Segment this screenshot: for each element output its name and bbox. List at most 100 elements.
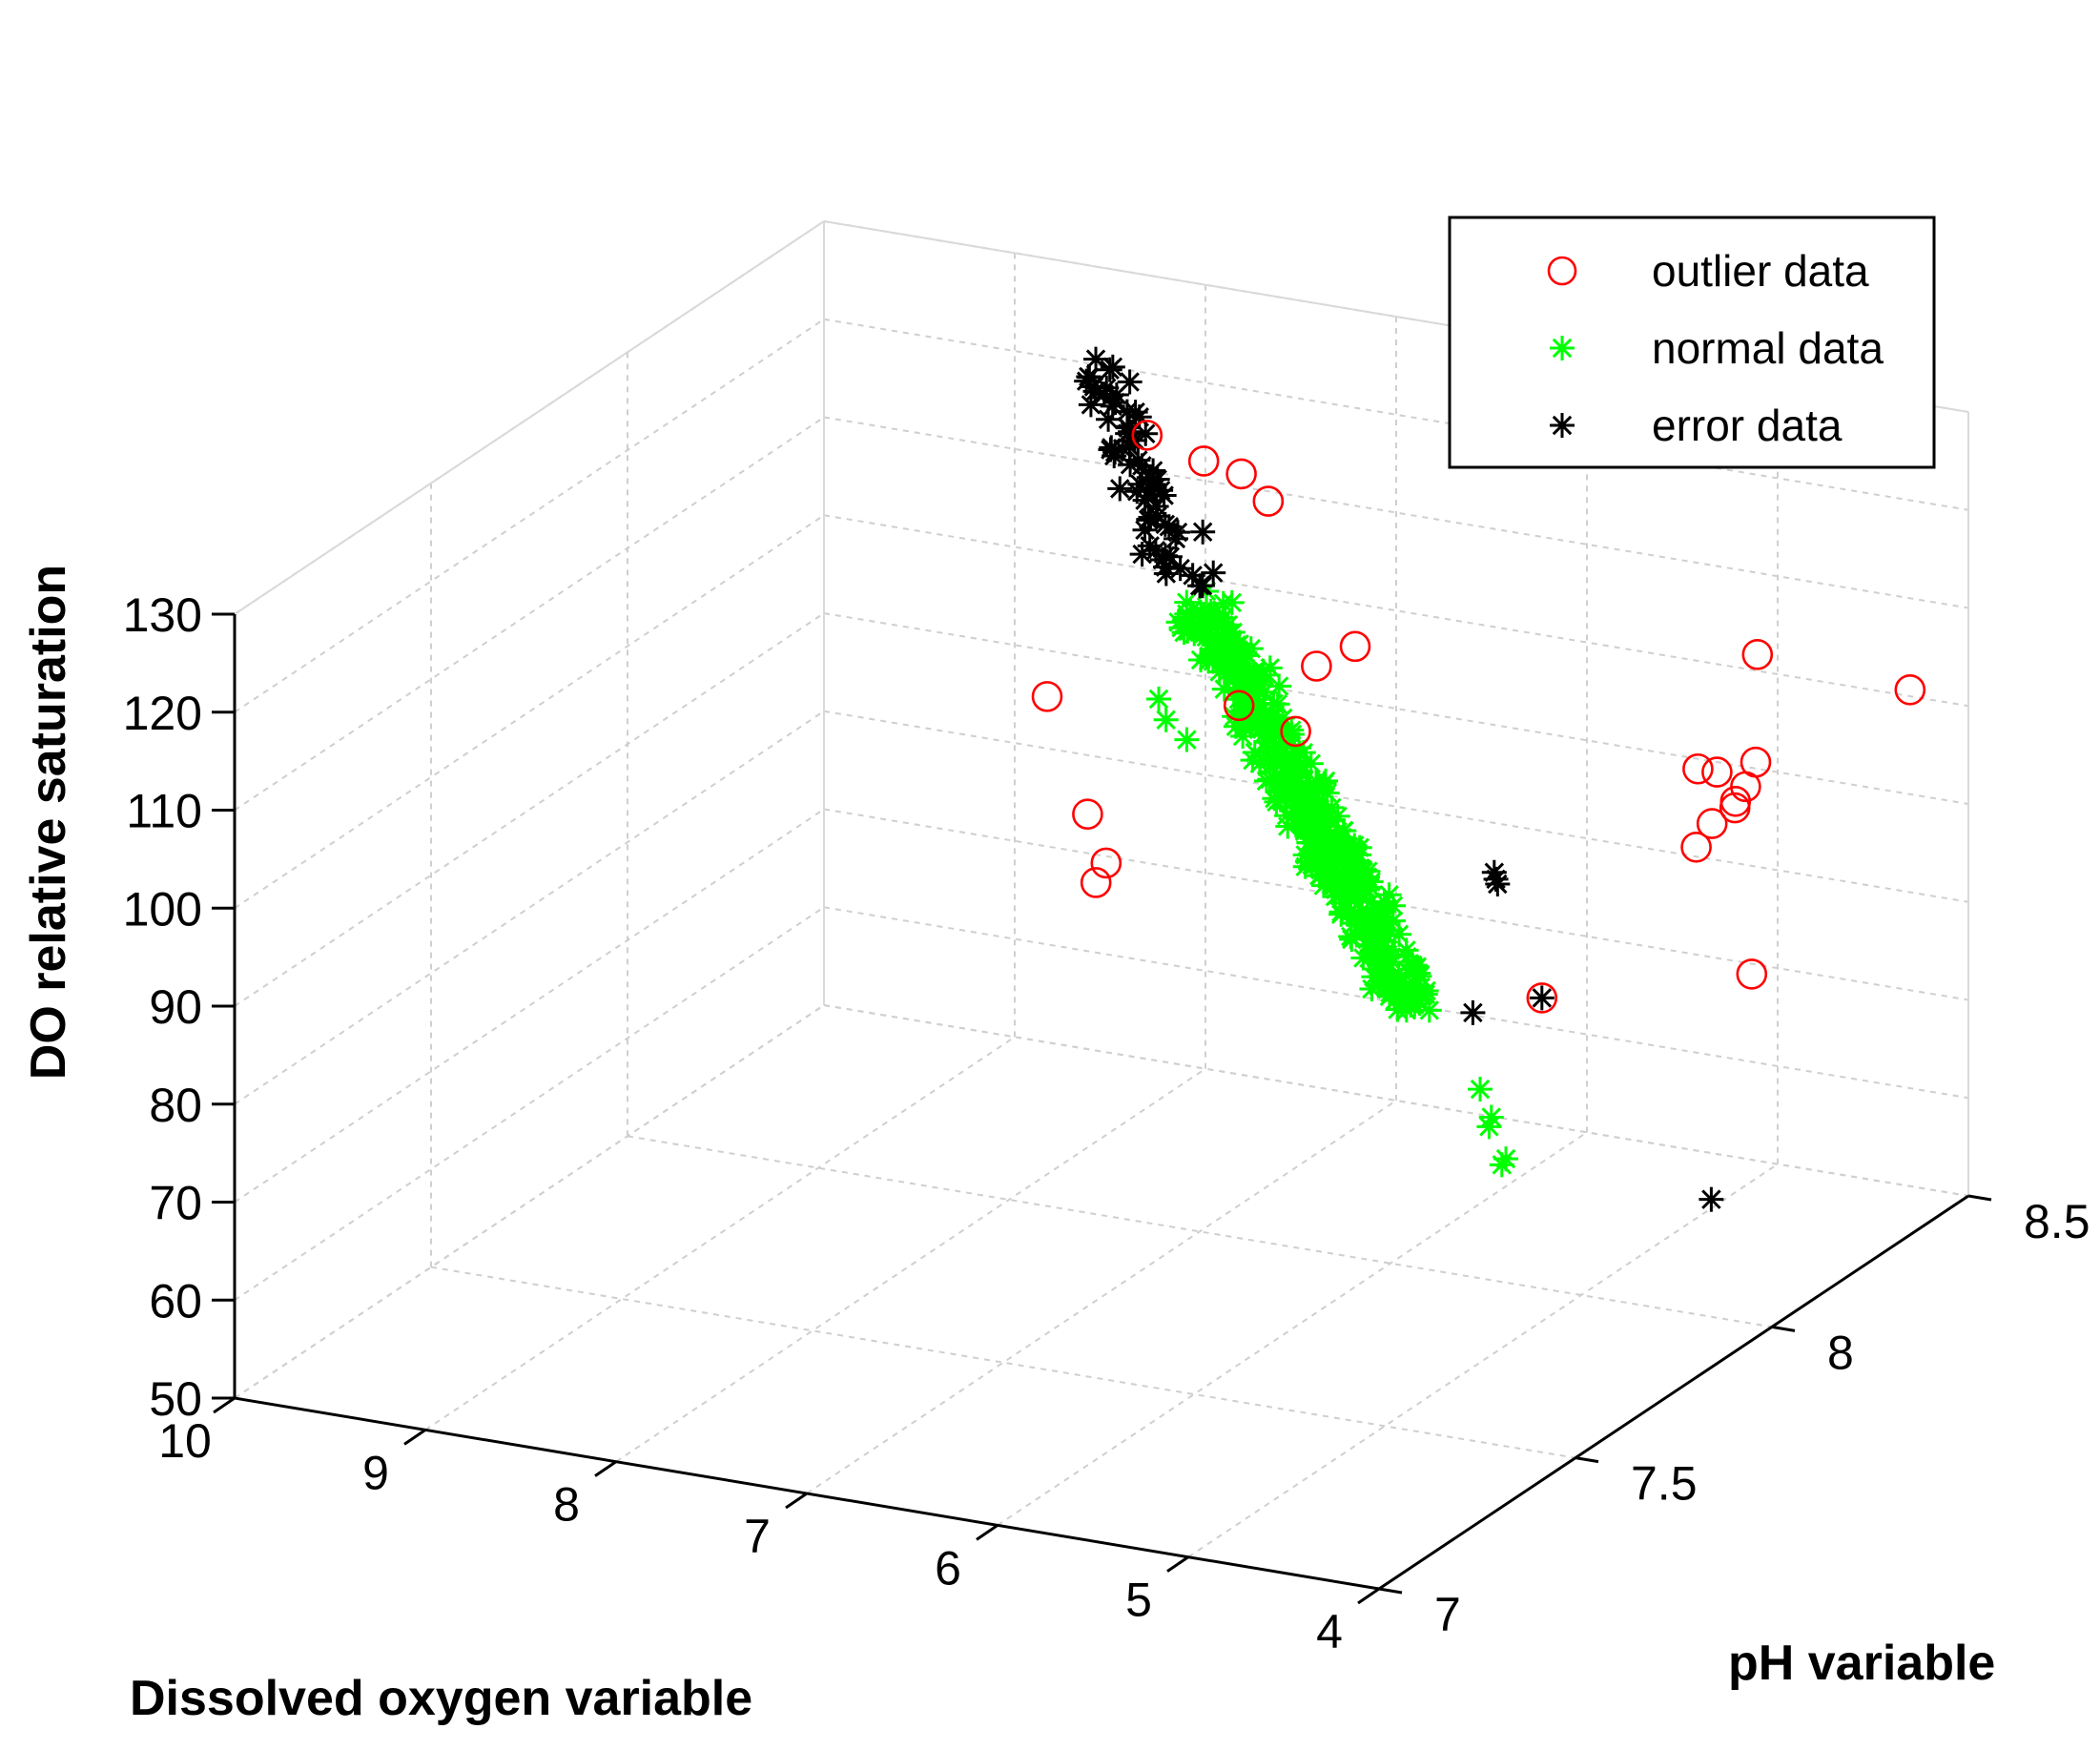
z-tick-label: 80	[149, 1079, 202, 1132]
x-tick-label: 8	[553, 1478, 580, 1532]
outlier-data-point	[1072, 798, 1103, 831]
floor-gridline	[627, 1135, 1773, 1328]
floor-gridline	[1187, 1163, 1779, 1558]
floor-gridline	[997, 1131, 1588, 1527]
outlier-data-point	[1223, 690, 1255, 722]
error-data-point	[1136, 506, 1162, 532]
normal-data-point	[1342, 904, 1368, 930]
x-axis-label: Dissolved oxygen variable	[130, 1671, 752, 1726]
error-data-point	[1125, 447, 1151, 473]
error-data-point	[1460, 999, 1486, 1025]
back-wall-gridline	[823, 612, 1969, 805]
y-axis-line	[1378, 1194, 1969, 1591]
x-tick-label: 5	[1125, 1574, 1152, 1627]
legend-label-outlier-data: outlier data	[1652, 246, 1869, 296]
outlier-data-point	[1719, 792, 1751, 824]
normal-data-point	[1384, 969, 1410, 995]
normal-data-point	[1257, 767, 1283, 793]
points-layer	[1031, 346, 1926, 1212]
outlier-data-point	[1736, 958, 1768, 990]
y-axis-label: pH variable	[1728, 1636, 1995, 1691]
normal-data-point	[1370, 942, 1396, 968]
normal-data-point	[1476, 1114, 1502, 1140]
error-data-point	[1107, 476, 1133, 502]
error-data-point	[1529, 985, 1554, 1011]
error-data-point	[1180, 563, 1205, 588]
axes-layer: 10 9 8 7 6 5 4 7 7.5 8 8.5 50 60 70 80 90 100 110 120 130	[123, 588, 2090, 1658]
normal-data-point	[1211, 651, 1237, 677]
floor-gridline	[430, 1266, 1576, 1459]
error-data-point	[1152, 511, 1178, 537]
normal-data-point	[1153, 707, 1179, 732]
normal-data-point	[1489, 1152, 1514, 1178]
normal-data-point	[1381, 893, 1407, 918]
y-tick-label: 8	[1827, 1326, 1854, 1379]
x-tick-mark	[785, 1492, 808, 1510]
x-tick-label: 9	[362, 1446, 389, 1499]
side-wall-gridline	[234, 808, 825, 1204]
x-tick-label: 10	[158, 1414, 212, 1468]
z-tick-label: 70	[149, 1177, 202, 1230]
error-data-point	[1137, 533, 1163, 559]
y-tick-label: 7.5	[1631, 1457, 1698, 1511]
error-data-point	[1151, 483, 1177, 508]
outlier-data-point	[1090, 847, 1122, 879]
outlier-data-point	[1187, 445, 1220, 477]
z-tick-label: 60	[149, 1274, 202, 1328]
back-wall-gridline	[823, 906, 1969, 1100]
back-wall-gridline	[823, 514, 1969, 708]
normal-data-point	[1319, 871, 1345, 896]
x-tick-label: 4	[1316, 1605, 1343, 1658]
normal-data-point	[1232, 640, 1258, 666]
error-data-point	[1699, 1186, 1724, 1212]
side-wall-gridline	[234, 906, 825, 1302]
normal-data-point	[1406, 960, 1431, 986]
normal-data-point	[1210, 590, 1236, 616]
back-wall-gridline	[823, 318, 1969, 511]
normal-data-point	[1468, 1077, 1493, 1102]
back-wall-gridline	[823, 1004, 1969, 1197]
normal-data-point	[1294, 782, 1320, 808]
normal-data-point	[1190, 605, 1216, 630]
legend-label-normal-data: normal data	[1652, 323, 1884, 373]
normal-data-point	[1233, 674, 1259, 700]
z-tick-label: 120	[123, 687, 202, 740]
legend-marker-normal-data	[1550, 336, 1575, 360]
legend: outlier data normal data error data	[1448, 216, 1936, 469]
error-data-point	[1141, 458, 1166, 484]
back-wall-gridline	[823, 416, 1969, 609]
y-tick-mark	[1575, 1456, 1599, 1464]
outlier-data-point	[1682, 752, 1714, 785]
normal-data-point	[1407, 991, 1432, 1017]
error-data-point	[1483, 866, 1509, 892]
outlier-data-point	[1280, 715, 1311, 748]
outlier-data-point	[1225, 458, 1257, 490]
error-data-point	[1074, 368, 1100, 394]
outlier-data-point	[1701, 756, 1733, 788]
y-tick-mark	[1378, 1587, 1403, 1595]
outlier-data-point	[1339, 630, 1371, 663]
error-data-point	[1485, 872, 1511, 897]
outlier-data-point	[1080, 867, 1112, 898]
z-tick-label: 130	[123, 588, 202, 642]
normal-data-point	[1359, 976, 1385, 1001]
x-tick-label: 6	[935, 1541, 961, 1595]
z-axis-label: DO relative saturation	[21, 565, 76, 1080]
floor-gridline	[806, 1100, 1397, 1494]
legend-box	[1448, 216, 1936, 469]
y-tick-mark	[1771, 1325, 1796, 1332]
error-data-point	[1124, 479, 1150, 504]
x-tick-mark	[1166, 1555, 1189, 1573]
side-wall-gridline	[234, 318, 825, 713]
normal-data-point	[1146, 686, 1171, 711]
legend-marker-error-data	[1550, 413, 1575, 438]
error-data-point	[1114, 399, 1140, 424]
error-data-point	[1097, 357, 1122, 382]
error-data-point	[1096, 406, 1122, 432]
x-tick-mark	[213, 1396, 236, 1414]
normal-data-point	[1290, 815, 1316, 841]
floor-gridline	[615, 1067, 1206, 1463]
side-wall-gridline	[234, 416, 825, 812]
